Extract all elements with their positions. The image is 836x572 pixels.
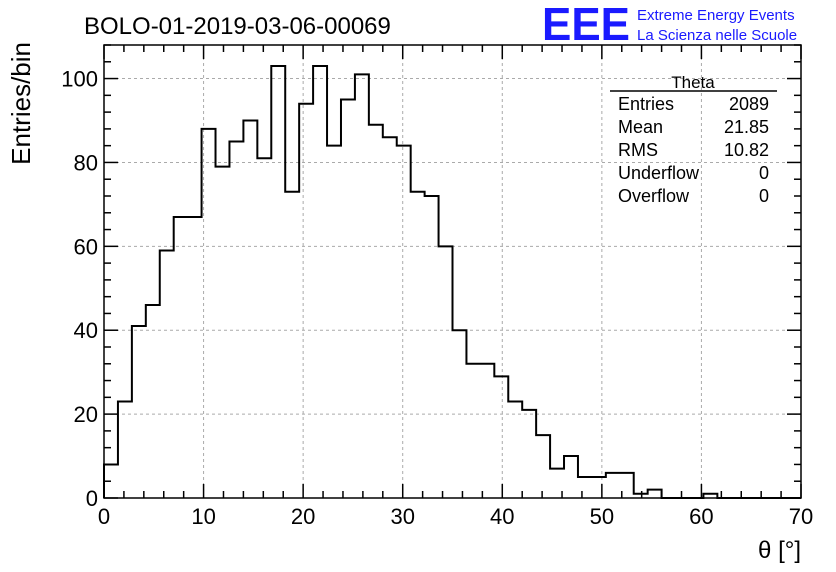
- histogram-series-theta: [103, 64, 801, 499]
- stats-value: 0: [759, 186, 769, 206]
- stats-value: 21.85: [724, 117, 769, 137]
- y-tick-label: 100: [61, 67, 98, 92]
- y-tick-label: 40: [74, 318, 98, 343]
- axis-tick-labels: 0 10 20 30 40 50 60 70 0 20 40 60 80 100: [61, 67, 813, 529]
- axis-ticks: [103, 44, 802, 499]
- y-tick-label: 60: [74, 234, 98, 259]
- stats-value: 0: [759, 163, 769, 183]
- stats-title: Theta: [671, 73, 715, 92]
- x-tick-label: 10: [191, 504, 215, 529]
- x-tick-label: 70: [789, 504, 813, 529]
- chart-title: BOLO-01-2019-03-06-00069: [84, 13, 391, 40]
- stats-box: Theta Entries 2089 Mean 21.85 RMS 10.82 Underf…: [610, 73, 777, 206]
- eee-logo: EEE: [542, 0, 630, 50]
- stats-label: Underflow: [618, 163, 700, 183]
- x-tick-label: 40: [490, 504, 514, 529]
- x-tick-label: 0: [98, 504, 110, 529]
- stats-value: 2089: [729, 94, 769, 114]
- y-axis-label: Entries/bin: [6, 42, 36, 165]
- y-tick-label: 0: [86, 486, 98, 511]
- x-tick-label: 50: [590, 504, 614, 529]
- x-axis-label: θ [°]: [758, 537, 801, 564]
- y-tick-label: 20: [74, 402, 98, 427]
- x-tick-label: 60: [689, 504, 713, 529]
- logo-line-1: Extreme Energy Events: [637, 7, 795, 24]
- plot-frame: [103, 44, 802, 499]
- stats-label: Entries: [618, 94, 674, 114]
- stats-label: Mean: [618, 117, 663, 137]
- x-tick-label: 30: [390, 504, 414, 529]
- logo-line-2: La Scienza nelle Scuole: [637, 27, 797, 44]
- stats-value: 10.82: [724, 140, 769, 160]
- stats-label: RMS: [618, 140, 658, 160]
- x-tick-label: 20: [291, 504, 315, 529]
- stats-label: Overflow: [618, 186, 690, 206]
- y-tick-label: 80: [74, 150, 98, 175]
